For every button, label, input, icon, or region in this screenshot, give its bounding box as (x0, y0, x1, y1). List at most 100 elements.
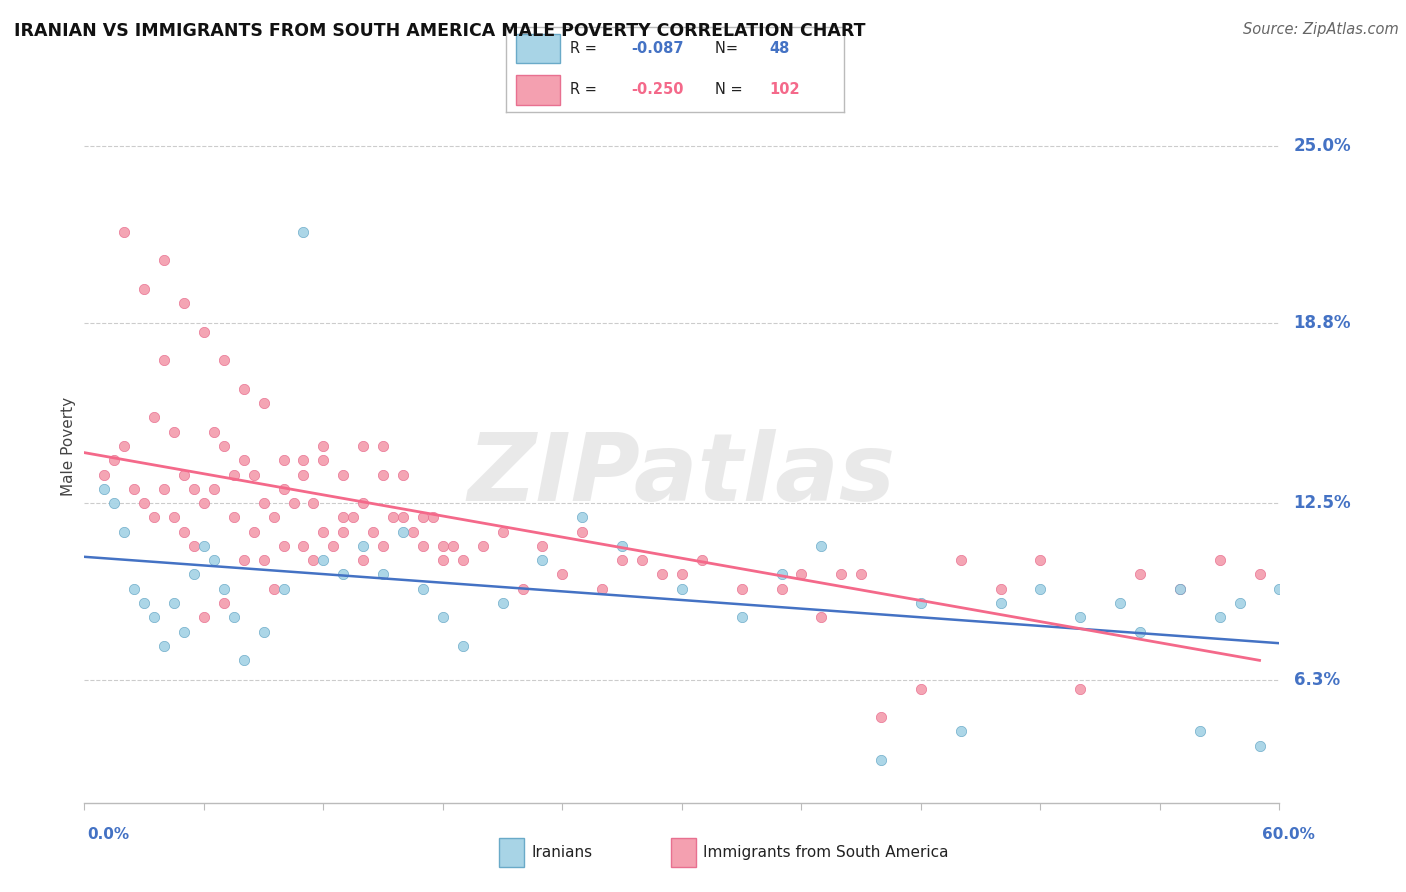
Point (610, 553, 633, 567)
Point (1249, 567, 1271, 582)
Point (253, 396, 276, 410)
Point (352, 553, 374, 567)
Point (949, 553, 972, 567)
Point (1168, 582, 1191, 596)
Text: 12.5%: 12.5% (1294, 494, 1351, 512)
Point (371, 467, 394, 482)
Point (382, 510, 405, 524)
Point (870, 710, 893, 724)
Point (273, 539, 295, 553)
Point (283, 496, 305, 510)
Point (253, 496, 276, 510)
Point (232, 553, 254, 567)
Point (492, 524, 515, 539)
Text: 102: 102 (769, 82, 800, 97)
Point (273, 482, 295, 496)
Y-axis label: Male Poverty: Male Poverty (60, 396, 76, 496)
Point (153, 482, 176, 496)
FancyBboxPatch shape (516, 34, 560, 63)
Point (371, 567, 394, 582)
Point (990, 596, 1012, 610)
Point (312, 439, 335, 453)
Point (731, 610, 754, 624)
Point (153, 353, 176, 368)
Point (451, 639, 474, 653)
Text: -0.250: -0.250 (631, 82, 683, 97)
Point (451, 553, 474, 567)
Point (432, 553, 454, 567)
Point (222, 467, 245, 482)
Point (143, 610, 166, 624)
Point (202, 482, 225, 496)
Point (292, 453, 315, 467)
Point (671, 567, 693, 582)
Point (112, 524, 135, 539)
Point (93, 482, 115, 496)
Text: Immigrants from South America: Immigrants from South America (703, 846, 949, 860)
Point (422, 510, 444, 524)
Point (1229, 596, 1251, 610)
Text: 6.3%: 6.3% (1294, 671, 1340, 689)
Point (143, 510, 166, 524)
Point (910, 681, 932, 696)
Point (163, 510, 186, 524)
Point (432, 610, 454, 624)
Point (571, 524, 593, 539)
Point (222, 610, 245, 624)
Point (432, 539, 454, 553)
Point (471, 539, 494, 553)
Point (990, 582, 1012, 596)
Point (132, 496, 156, 510)
Point (173, 296, 195, 310)
Point (910, 596, 932, 610)
Point (441, 539, 464, 553)
Point (312, 453, 335, 467)
Point (242, 467, 264, 482)
Point (212, 596, 235, 610)
Text: -0.087: -0.087 (631, 41, 683, 56)
Point (810, 539, 832, 553)
Point (143, 410, 166, 425)
Point (571, 510, 593, 524)
Point (273, 453, 295, 467)
Text: R =: R = (571, 41, 602, 56)
Point (371, 539, 394, 553)
Point (173, 524, 195, 539)
Point (253, 553, 276, 567)
Point (1268, 582, 1291, 596)
Point (183, 539, 205, 553)
Point (690, 553, 713, 567)
Text: Iranians: Iranians (531, 846, 592, 860)
Point (122, 482, 145, 496)
Point (531, 553, 554, 567)
Point (183, 567, 205, 582)
Point (322, 539, 344, 553)
Point (770, 567, 793, 582)
Point (651, 567, 673, 582)
Point (342, 510, 364, 524)
Text: 25.0%: 25.0% (1294, 137, 1351, 155)
Point (1109, 596, 1132, 610)
Point (1129, 624, 1152, 639)
Point (392, 467, 415, 482)
Point (1168, 582, 1191, 596)
Point (232, 453, 254, 467)
Point (312, 524, 335, 539)
Point (332, 467, 354, 482)
Point (222, 510, 245, 524)
Point (1208, 610, 1232, 624)
Point (263, 582, 285, 596)
Point (352, 539, 374, 553)
Point (1188, 724, 1211, 739)
Point (103, 496, 125, 510)
Point (103, 453, 125, 467)
Point (1029, 553, 1052, 567)
Point (163, 596, 186, 610)
Point (193, 539, 215, 553)
Point (302, 496, 325, 510)
Text: N =: N = (716, 82, 748, 97)
Text: ZIPatlas: ZIPatlas (468, 428, 896, 521)
Point (153, 639, 176, 653)
Point (292, 467, 315, 482)
Point (770, 582, 793, 596)
